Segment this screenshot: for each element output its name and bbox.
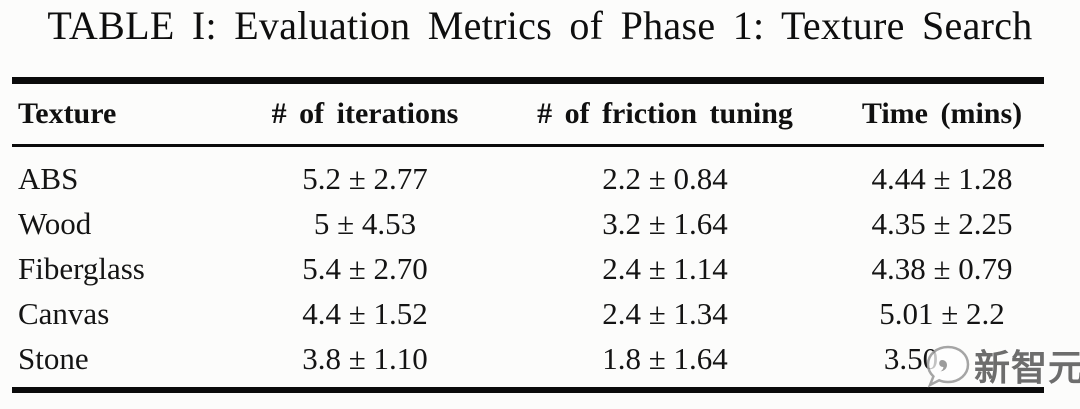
cell-time: 4.38 ± 0.79	[871, 250, 1013, 286]
table-top-rule	[12, 77, 1044, 84]
cell-friction-tuning: 1.8 ± 1.64	[602, 340, 728, 376]
table-row-wood: Wood 5 ± 4.53 3.2 ± 1.64 4.35 ± 2.25	[12, 201, 1044, 246]
cell-time-obscured: 3.50	[883, 340, 939, 376]
cell-friction-tuning: 2.2 ± 0.84	[602, 160, 728, 196]
table-body: ABS 5.2 ± 2.77 2.2 ± 0.84 4.44 ± 1.28 Wo…	[12, 156, 1044, 381]
cell-time: 4.35 ± 2.25	[871, 205, 1013, 241]
header-cell-texture: Texture	[18, 97, 117, 130]
cell-time: 5.01 ± 2.2	[879, 295, 1005, 331]
table-row-abs: ABS 5.2 ± 2.77 2.2 ± 0.84 4.44 ± 1.28	[12, 156, 1044, 201]
table-caption: TABLE I: Evaluation Metrics of Phase 1: …	[47, 3, 1033, 48]
cell-iterations: 5.2 ± 2.77	[302, 160, 428, 196]
header-cell-friction-tuning: # of friction tuning	[537, 97, 793, 130]
cell-friction-tuning: 2.4 ± 1.34	[602, 295, 728, 331]
table-bottom-rule	[12, 387, 1044, 393]
cell-friction-tuning: 2.4 ± 1.14	[602, 250, 728, 286]
table-row-fiberglass: Fiberglass 5.4 ± 2.70 2.4 ± 1.14 4.38 ± …	[12, 246, 1044, 291]
cell-texture: ABS	[18, 160, 79, 196]
header-cell-iterations: # of iterations	[271, 97, 459, 130]
cell-texture: Fiberglass	[18, 250, 145, 286]
cell-time: 4.44 ± 1.28	[871, 160, 1013, 196]
cell-texture: Canvas	[18, 295, 110, 331]
table-header-rule	[12, 144, 1044, 147]
table-row-stone: Stone 3.8 ± 1.10 1.8 ± 1.64 3.50	[12, 336, 1044, 381]
header-cell-time: Time (mins)	[861, 97, 1023, 130]
cell-friction-tuning: 3.2 ± 1.64	[602, 205, 728, 241]
cell-texture: Wood	[18, 205, 92, 241]
table-header-row: Texture # of iterations # of friction tu…	[12, 84, 1044, 144]
cell-texture: Stone	[18, 340, 89, 376]
cell-iterations: 4.4 ± 1.52	[302, 295, 428, 331]
cell-iterations: 3.8 ± 1.10	[302, 340, 428, 376]
cell-iterations: 5 ± 4.53	[313, 205, 417, 241]
cell-iterations: 5.4 ± 2.70	[302, 250, 428, 286]
table-row-canvas: Canvas 4.4 ± 1.52 2.4 ± 1.34 5.01 ± 2.2	[12, 291, 1044, 336]
